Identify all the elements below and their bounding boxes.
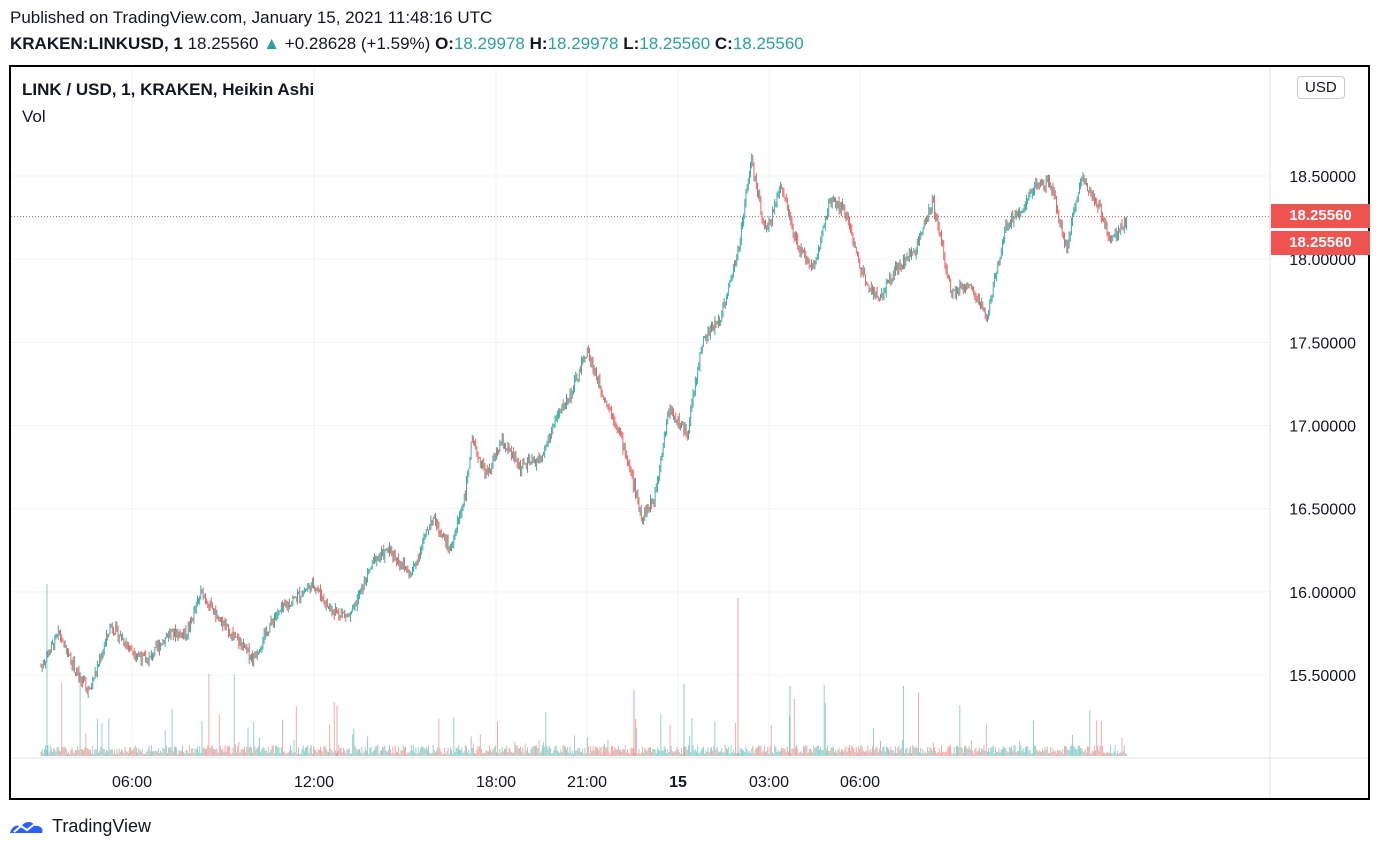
chart-legend-title: LINK / USD, 1, KRAKEN, Heikin Ashi	[22, 80, 315, 99]
currency-badge[interactable]: USD	[1297, 76, 1345, 99]
y-tick-label: 16.00000	[1289, 585, 1356, 602]
low-value: 18.25560	[639, 34, 711, 53]
tradingview-logo-icon	[10, 821, 43, 833]
y-tick-label: 17.50000	[1289, 335, 1356, 352]
low-label: L:	[623, 34, 640, 53]
close-label: C:	[714, 34, 733, 53]
y-tick-label: 15.50000	[1289, 668, 1356, 685]
x-tick-label: 03:00	[749, 774, 789, 791]
close-price-tag: 18.25560	[1271, 231, 1370, 255]
y-tick-label: 18.00000	[1289, 252, 1356, 269]
last-price: 18.25560	[187, 34, 259, 53]
high-value: 18.29978	[547, 34, 619, 53]
high-label: H:	[529, 34, 548, 53]
symbol-ohlc-line: KRAKEN:LINKUSD, 1 18.25560 ▲ +0.28628 (+…	[10, 34, 804, 54]
y-tick-label: 18.50000	[1289, 169, 1356, 186]
volume-legend: Vol	[22, 107, 46, 126]
tradingview-brand: TradingView	[52, 816, 152, 836]
y-tick-label: 16.50000	[1289, 502, 1356, 519]
published-line: Published on TradingView.com, January 15…	[10, 8, 493, 27]
current-price-tag: 18.25560	[1271, 204, 1370, 228]
x-tick-label: 15	[669, 774, 687, 791]
symbol-label: KRAKEN:LINKUSD, 1	[10, 34, 183, 53]
y-tick-label: 17.00000	[1289, 419, 1356, 436]
x-tick-label: 21:00	[567, 774, 607, 791]
open-value: 18.29978	[453, 34, 525, 53]
price-change: +0.28628 (+1.59%)	[284, 34, 431, 53]
tradingview-footer[interactable]: TradingView	[8, 816, 151, 837]
x-tick-label: 06:00	[112, 774, 152, 791]
up-arrow-icon: ▲	[263, 34, 281, 53]
x-tick-label: 06:00	[840, 774, 880, 791]
x-tick-label: 18:00	[476, 774, 516, 791]
open-label: O:	[435, 34, 454, 53]
x-tick-label: 12:00	[294, 774, 334, 791]
close-value: 18.25560	[732, 34, 804, 53]
